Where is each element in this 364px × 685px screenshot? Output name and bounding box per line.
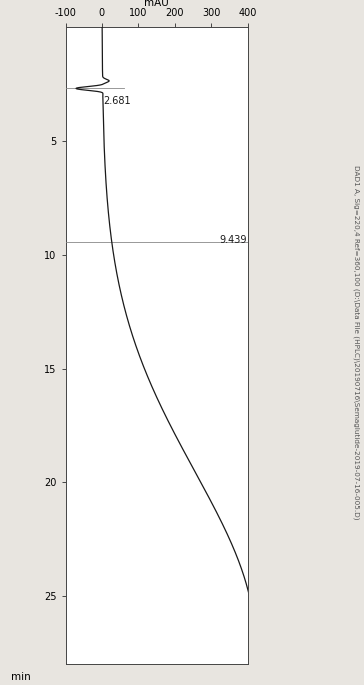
Text: 9.439: 9.439	[219, 235, 247, 245]
Text: 2.681: 2.681	[103, 97, 131, 106]
X-axis label: mAU: mAU	[144, 0, 169, 8]
Text: DAD1 A, Sig=220,4 Ref=360,100 (D:\Data File (HPLC)\20190716\Semaglutide-2019-07-: DAD1 A, Sig=220,4 Ref=360,100 (D:\Data F…	[353, 165, 360, 520]
Text: min: min	[11, 672, 31, 682]
